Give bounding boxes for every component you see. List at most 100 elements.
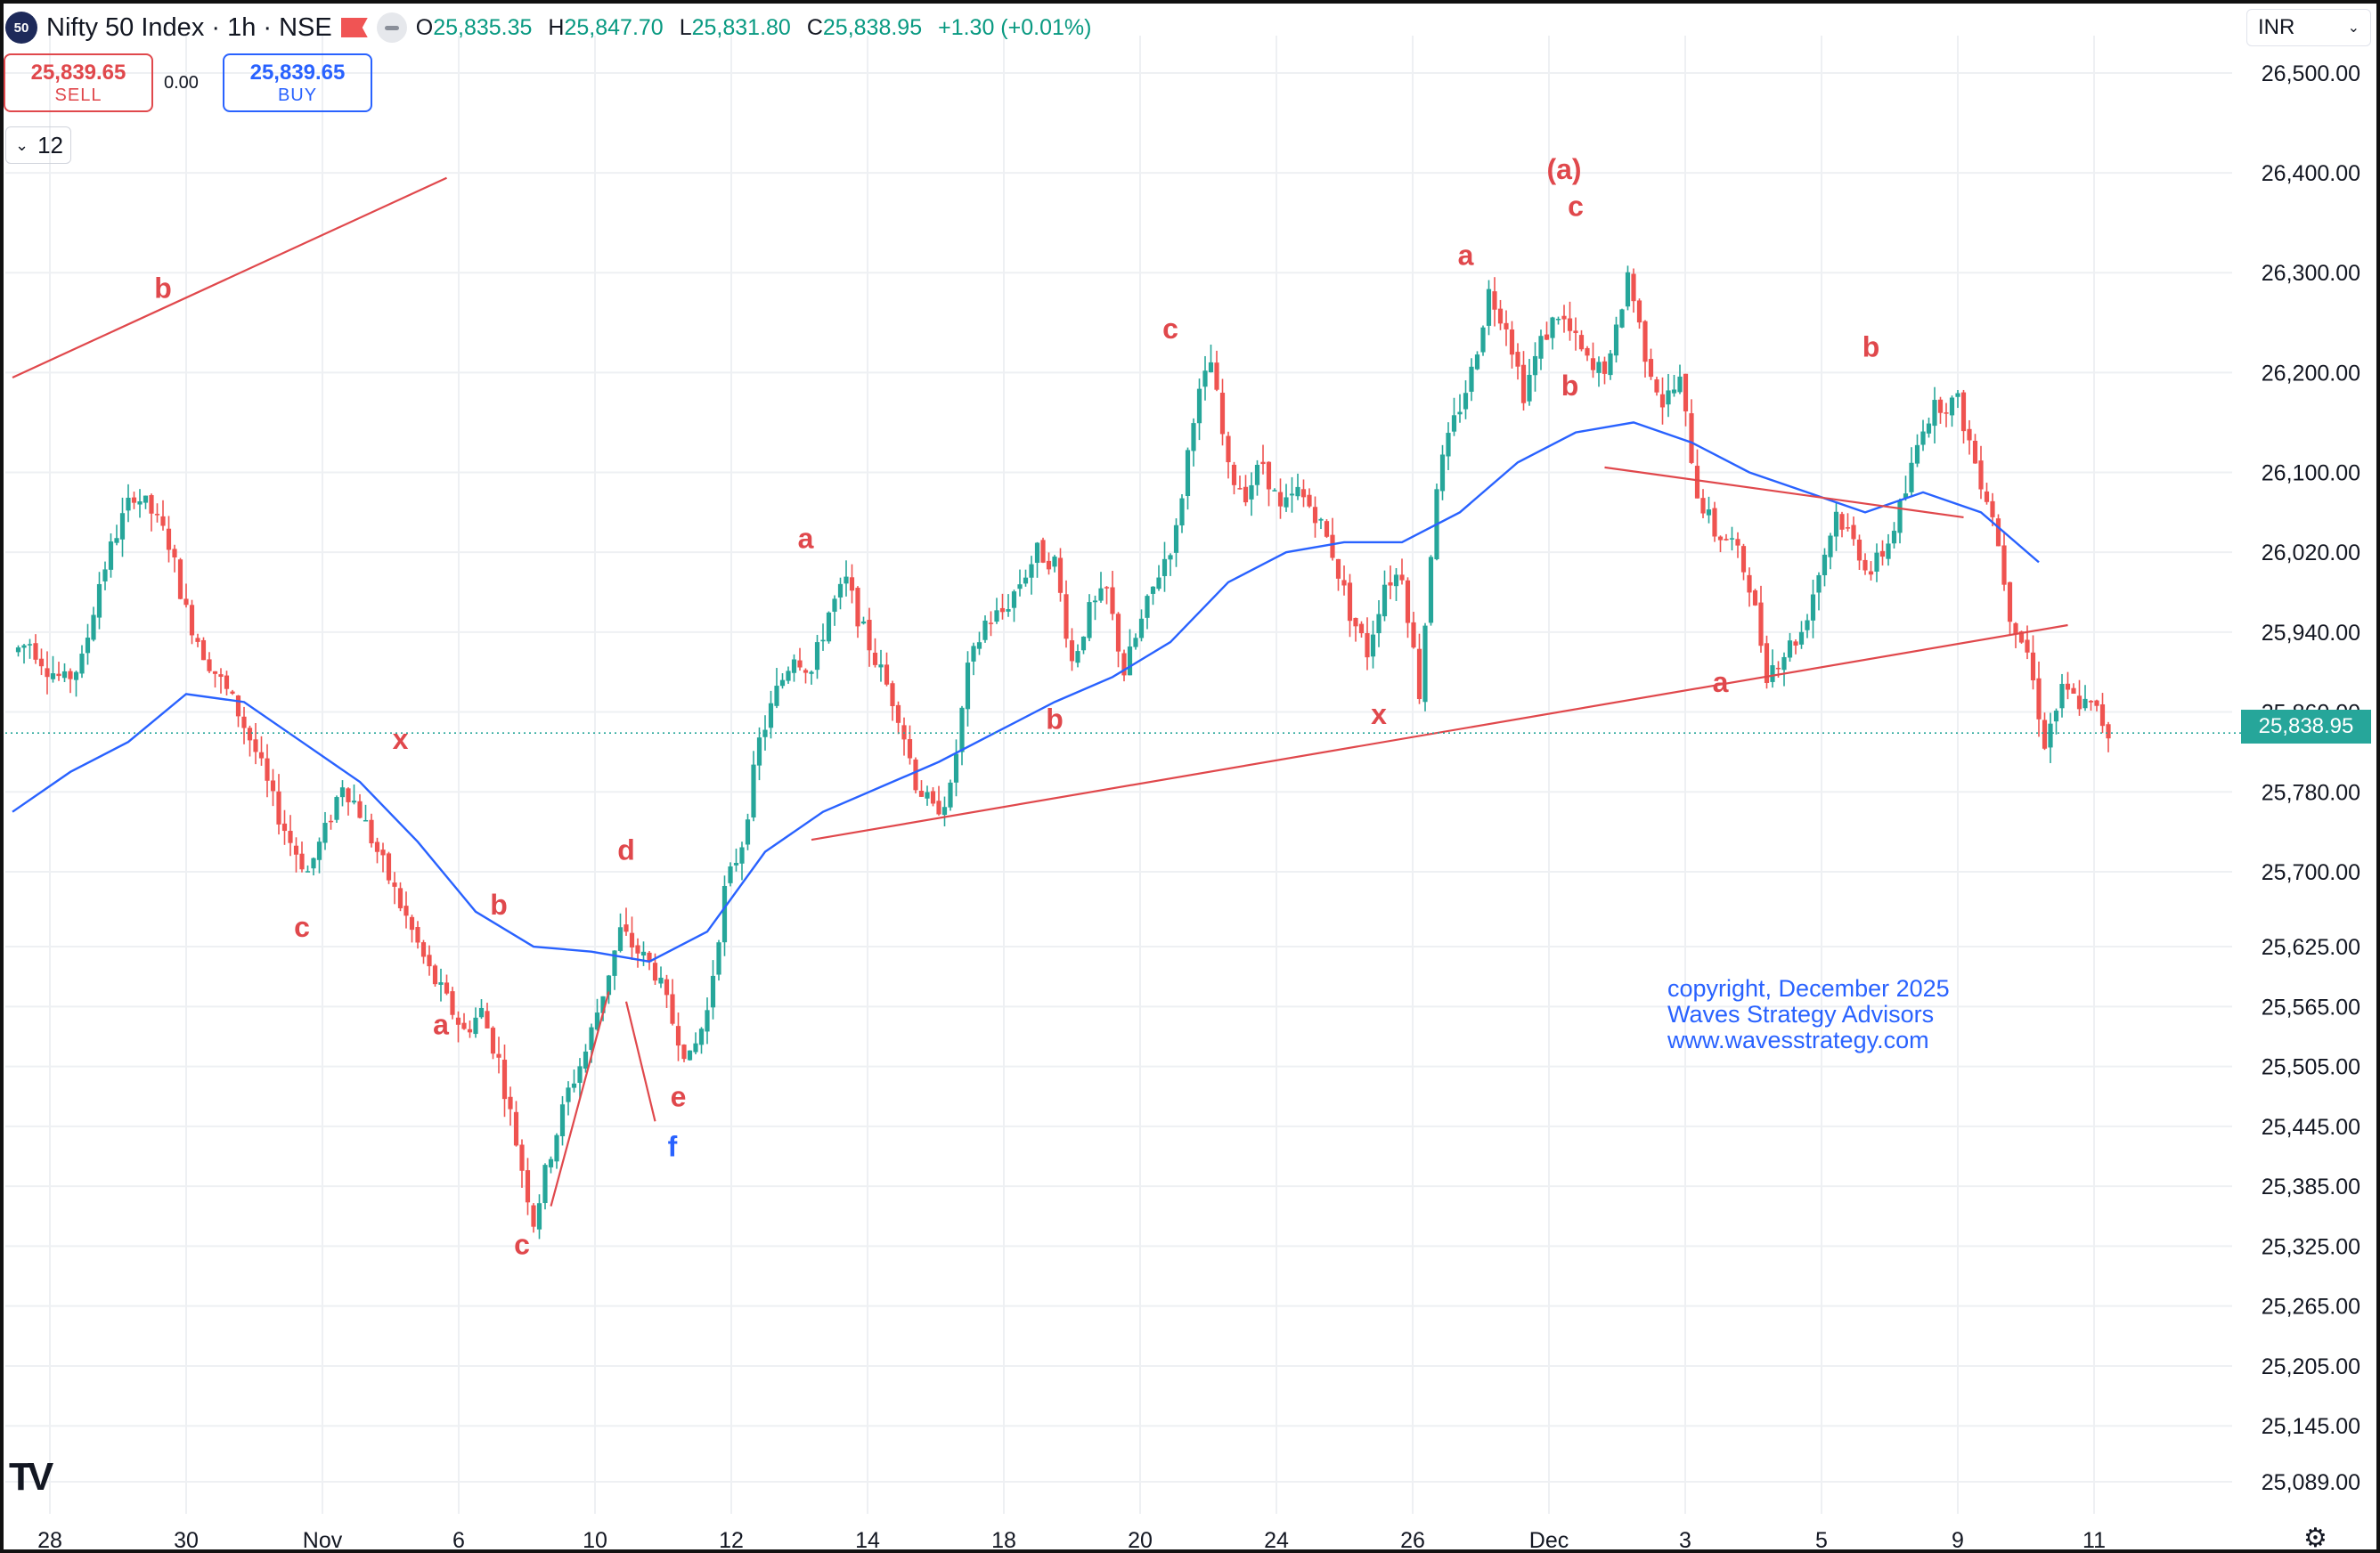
candle-body <box>1729 538 1735 540</box>
candle-body <box>1538 336 1544 359</box>
candle-body <box>1439 454 1446 492</box>
candle-body <box>860 621 867 624</box>
chevron-down-icon: ⌄ <box>2347 20 2360 36</box>
y-tick-label: 25,445.00 <box>2262 1115 2360 1140</box>
candle-body <box>1034 542 1040 564</box>
candle-body <box>1960 392 1967 432</box>
candle-body <box>1909 462 1914 492</box>
buy-price: 25,839.65 <box>249 61 346 85</box>
candle-body <box>809 671 814 674</box>
candle-body <box>508 1096 513 1110</box>
candle-body <box>1161 558 1168 576</box>
candle-body <box>1133 638 1138 647</box>
candle-body <box>1903 493 1909 499</box>
candle-body <box>2007 581 2013 622</box>
candle-body <box>126 497 131 511</box>
candle-body <box>293 845 299 855</box>
candle-body <box>1856 539 1862 561</box>
flag-icon[interactable] <box>340 18 368 37</box>
candle-body <box>322 823 328 843</box>
candle-body <box>1625 272 1631 307</box>
wave-label: e <box>671 1080 687 1112</box>
candle-body <box>1642 321 1648 362</box>
candle-body <box>1492 291 1497 310</box>
candle-body <box>177 559 183 599</box>
candle-body <box>346 788 351 802</box>
candle-body <box>1219 393 1226 435</box>
candle-body <box>918 791 925 797</box>
candle-body <box>594 1012 600 1030</box>
candle-body <box>281 823 288 832</box>
candle-body <box>1659 394 1666 408</box>
currency-selector[interactable]: INR ⌄ <box>2246 9 2371 46</box>
candle-body <box>971 646 976 662</box>
candle-body <box>409 916 415 931</box>
candle-body <box>554 1134 559 1162</box>
candle-body <box>374 842 380 852</box>
wave-label: b <box>1862 330 1880 362</box>
candle-body <box>849 577 855 591</box>
candle-body <box>2059 684 2065 709</box>
candle-body <box>2042 720 2048 749</box>
hide-ohlc-toggle-icon[interactable] <box>376 12 407 43</box>
candle-body <box>1289 493 1295 496</box>
candle-body <box>583 1051 589 1069</box>
candle-body <box>629 932 635 947</box>
symbol-header: 50 Nifty 50 Index · 1h · NSE O25,835.35 H… <box>5 7 1107 48</box>
candle-body <box>1069 640 1075 662</box>
candle-body <box>1949 397 1955 416</box>
tradingview-logo-icon[interactable]: TV <box>9 1455 53 1499</box>
ohlc-value: 25,831.80 <box>691 14 791 40</box>
candle-body <box>571 1083 577 1088</box>
candle-body <box>670 994 675 1024</box>
candle-body <box>427 955 432 967</box>
ohlc-key: L <box>679 14 692 40</box>
quantity-selector[interactable]: ⌄ 12 <box>5 126 71 164</box>
candle-body <box>664 979 670 996</box>
candle-body <box>1747 574 1752 593</box>
candle-body <box>2071 687 2076 694</box>
candle-body <box>1376 614 1382 634</box>
candle-body <box>478 1007 485 1018</box>
candle-body <box>837 583 844 598</box>
settings-gear-icon[interactable]: ⚙ <box>2303 1524 2327 1553</box>
candle-body <box>1781 656 1787 671</box>
candle-body <box>1805 620 1810 630</box>
candle-body <box>1127 646 1133 676</box>
candle-body <box>1399 574 1405 581</box>
candle-body <box>814 642 820 671</box>
symbol-title[interactable]: Nifty 50 Index · 1h · NSE <box>46 12 332 42</box>
candle-body <box>1422 625 1428 703</box>
candle-body <box>1388 581 1393 586</box>
candle-body <box>473 1017 478 1035</box>
candle-body <box>270 780 276 792</box>
candle-body <box>768 703 774 728</box>
candle-body <box>739 847 745 864</box>
candle-body <box>1353 617 1358 627</box>
candle-body <box>1689 413 1694 463</box>
candle-body <box>542 1165 548 1204</box>
candle-body <box>1613 324 1619 356</box>
candle-body <box>357 801 363 818</box>
candle-body <box>265 758 270 781</box>
x-tick-label: 12 <box>719 1528 744 1553</box>
candle-body <box>386 853 392 881</box>
candle-body <box>1110 587 1115 614</box>
candle-body <box>698 1029 705 1045</box>
candle-body <box>305 871 311 873</box>
quantity-value: 12 <box>37 131 64 159</box>
candle-body <box>363 819 369 822</box>
buy-button[interactable]: 25,839.65 BUY <box>223 53 372 112</box>
candle-body <box>1990 500 1995 517</box>
candle-body <box>1573 330 1578 334</box>
candle-body <box>733 863 739 866</box>
candle-body <box>959 707 965 752</box>
candle-body <box>501 1060 508 1100</box>
candle-body <box>2001 545 2007 585</box>
candle-body <box>658 977 664 984</box>
candle-body <box>1405 580 1411 623</box>
candle-body <box>1486 289 1492 326</box>
candle-body <box>820 639 826 642</box>
sell-button[interactable]: 25,839.65 SELL <box>4 53 153 112</box>
